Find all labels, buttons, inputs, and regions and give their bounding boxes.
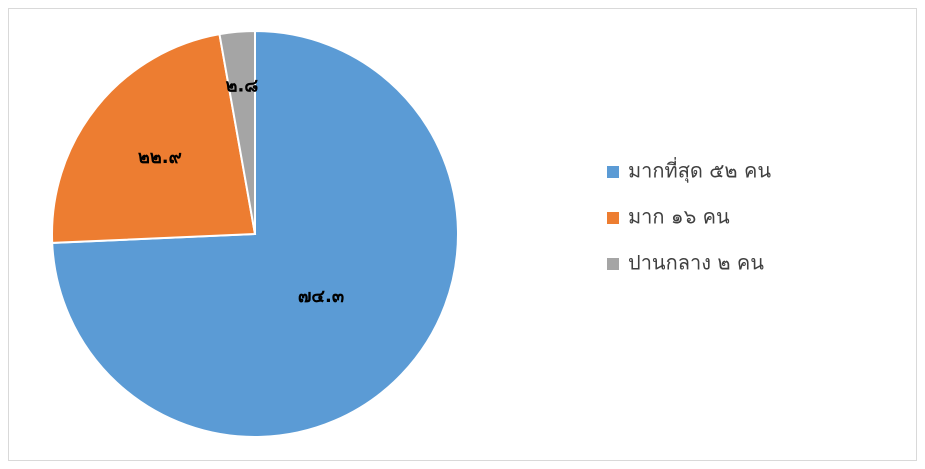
data-label: ๗๔.๓: [298, 286, 344, 307]
legend-swatch: [607, 166, 619, 178]
pie-slice: [51, 32, 257, 244]
legend-swatch: [607, 212, 619, 224]
data-label: ๒๒.๙: [138, 147, 182, 168]
legend-label: มากที่สุด ๕๒ คน: [628, 157, 771, 184]
data-label: ๒.๘: [226, 75, 259, 96]
legend-label: ปานกลาง ๒ คน: [628, 251, 764, 275]
pie-slice: [218, 29, 256, 235]
legend-swatch: [607, 258, 619, 270]
legend-label: มาก ๑๖ คน: [628, 205, 730, 229]
